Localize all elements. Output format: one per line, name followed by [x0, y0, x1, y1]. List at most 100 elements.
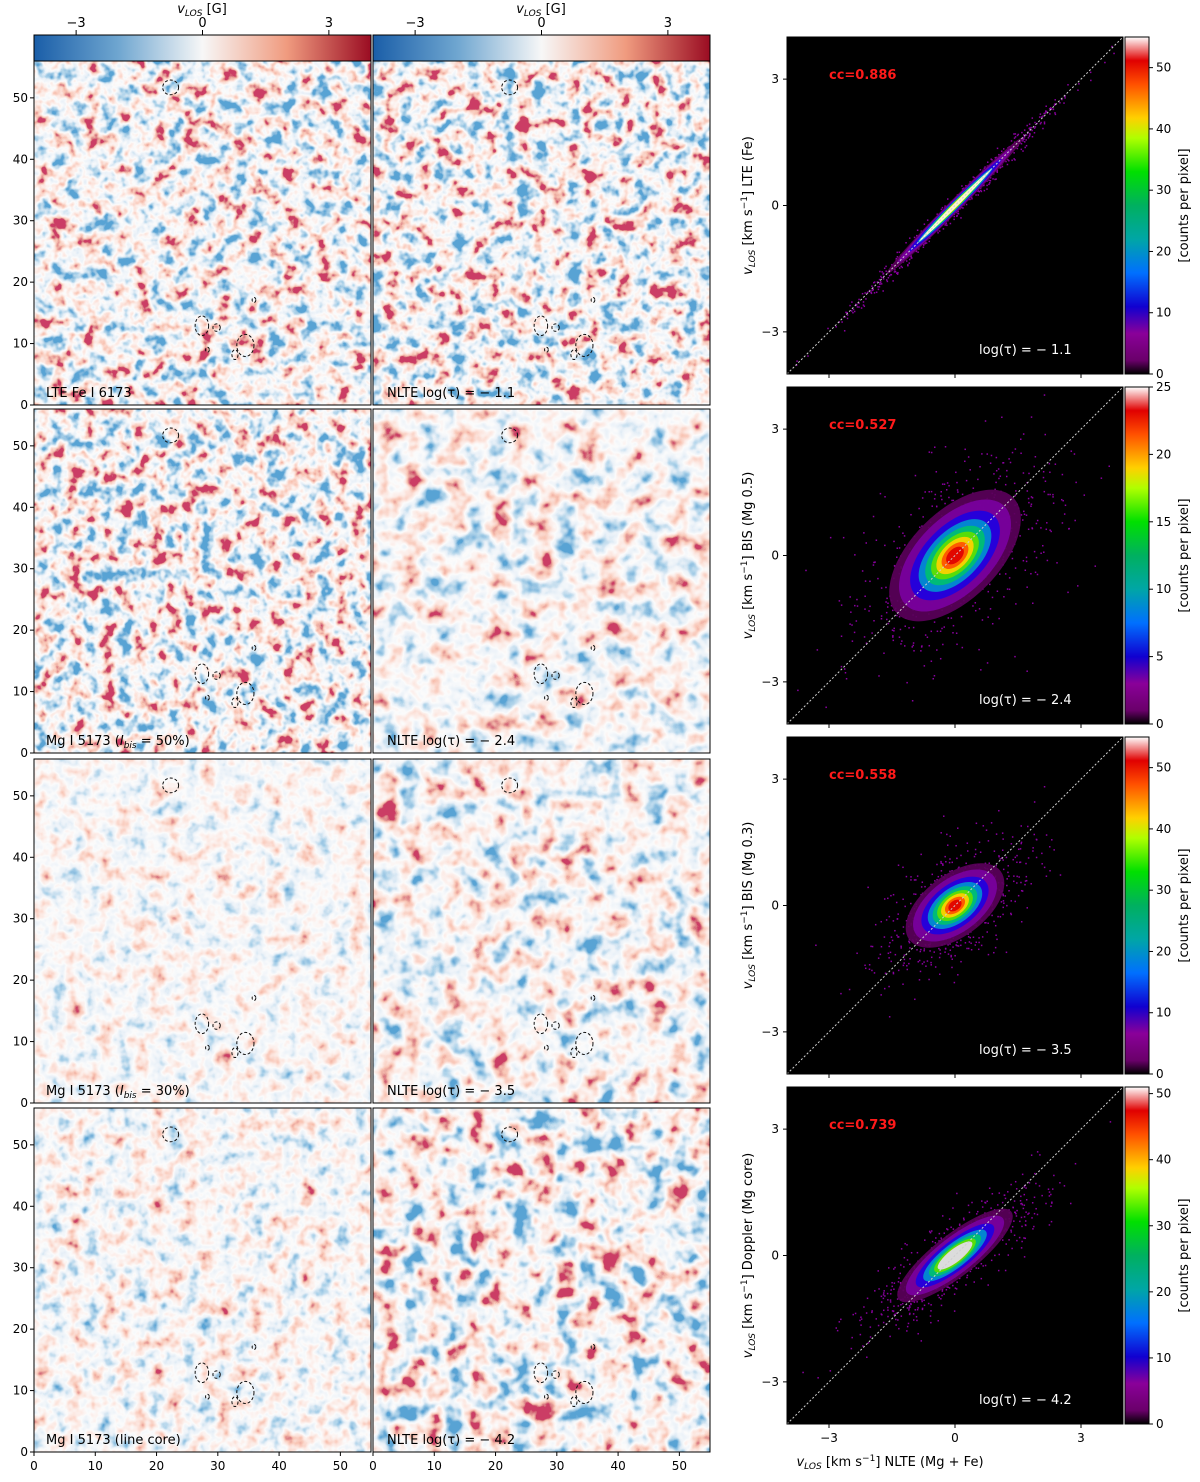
scatter-point [998, 855, 1000, 858]
scatter-point [1014, 448, 1017, 450]
scatter-point [1043, 866, 1046, 869]
scatter-point [896, 614, 898, 617]
magnetic-contour [162, 427, 180, 444]
x-tick-label: 3 [1077, 1431, 1085, 1445]
scatter-point [1025, 862, 1027, 865]
scatter-point [1025, 514, 1028, 516]
scatter-point [1054, 103, 1056, 105]
scatter-point [1030, 126, 1032, 129]
colorbar-label: [counts per pixel] [1177, 498, 1192, 612]
scatter-point [1025, 556, 1028, 559]
tau-label: log(τ) = − 1.1 [979, 343, 1072, 358]
scatter-point [922, 243, 925, 246]
scatter-point [1025, 1198, 1028, 1201]
y-tick-label: 3 [771, 772, 779, 786]
scatter-point [924, 242, 927, 244]
scatter-point [923, 948, 926, 950]
scatter-point [986, 662, 989, 664]
scatter-point [848, 988, 851, 991]
scatter-point [949, 858, 951, 860]
scatter-point [962, 207, 964, 209]
scatter-point [898, 267, 901, 269]
scatter-point [978, 841, 981, 844]
scatter-point [1011, 550, 1013, 553]
scatter-point [861, 292, 864, 295]
scatter-point [981, 1200, 983, 1202]
scatter-point [908, 1309, 910, 1311]
y-tick-label: 3 [771, 72, 779, 86]
scatter-point [883, 1292, 885, 1294]
scatter-point [919, 970, 922, 973]
scatter-point [969, 469, 971, 471]
scatter-point [902, 898, 904, 901]
scatter-point [851, 640, 854, 642]
scatter-point [1032, 850, 1034, 852]
scatter-point [864, 595, 866, 598]
scatter-point [907, 1322, 910, 1325]
velocity-map-image [373, 61, 710, 405]
scatter-point [910, 513, 912, 516]
scatter-point [865, 1312, 868, 1314]
scatter-point [975, 822, 978, 825]
scatter-point [1000, 150, 1003, 153]
scatter-point [968, 1211, 971, 1214]
scatter-point [998, 153, 1000, 156]
scatter-point [960, 615, 963, 618]
scatter-point [1074, 519, 1076, 522]
scatter-point [1043, 122, 1046, 125]
scatter-point [1077, 585, 1079, 587]
scatter-point [1031, 497, 1034, 499]
scatter-point [1016, 854, 1018, 857]
scatter-point [795, 364, 798, 366]
scatter-point [1040, 121, 1042, 124]
magnetic-contour [590, 995, 596, 1001]
scatter-point [1033, 132, 1036, 134]
scatter-point [1014, 136, 1017, 138]
scatter-point [995, 178, 997, 180]
scatter-point [1011, 1225, 1014, 1228]
correlation-label: cc=0.558 [829, 768, 896, 783]
scatter-point [994, 488, 996, 491]
scatter-point [1004, 573, 1007, 575]
x-tick-label: 10 [427, 1459, 442, 1473]
scatter-point [972, 605, 974, 607]
scatter-point [883, 267, 886, 270]
scatter-point [1026, 124, 1028, 127]
scatter-point [890, 1289, 892, 1291]
scatter-point [866, 291, 869, 294]
magnetic-contour [162, 1126, 180, 1143]
scatter-point [1006, 878, 1008, 880]
scatter-point [1002, 893, 1004, 895]
scatter-point [958, 1224, 961, 1226]
scatter-point [907, 264, 909, 266]
y-tick-label: 0 [20, 1096, 28, 1110]
map-frame [33, 408, 372, 754]
scatter-point [889, 1335, 891, 1338]
scatter-point [931, 873, 934, 876]
velocity-map-image [34, 61, 371, 405]
scatter-point [1001, 416, 1003, 419]
scatter-point [960, 944, 962, 947]
scatter-point [904, 544, 906, 546]
scatter-point [1100, 477, 1103, 479]
scatter-point [1022, 472, 1025, 474]
magnetic-contour [575, 1031, 594, 1055]
scatter-point [892, 636, 894, 638]
scatter-point [1051, 1188, 1054, 1190]
scatter-point [840, 635, 843, 637]
scatter-point [866, 1297, 869, 1300]
scatter-point [1016, 134, 1019, 137]
scatter-point [1002, 462, 1004, 464]
scatter-point [887, 622, 890, 625]
scatter-point [889, 941, 891, 944]
scatter-point [1045, 875, 1048, 877]
scatter-point [923, 961, 925, 963]
scatter-point [1012, 858, 1014, 861]
scatter-point [940, 495, 942, 497]
scatter-point [1049, 493, 1051, 496]
scatter-point [888, 957, 890, 959]
scatter-point [871, 285, 873, 287]
x-tick-label: 0 [30, 1459, 38, 1473]
scatter-point [930, 883, 932, 886]
scatter-point [892, 639, 895, 642]
